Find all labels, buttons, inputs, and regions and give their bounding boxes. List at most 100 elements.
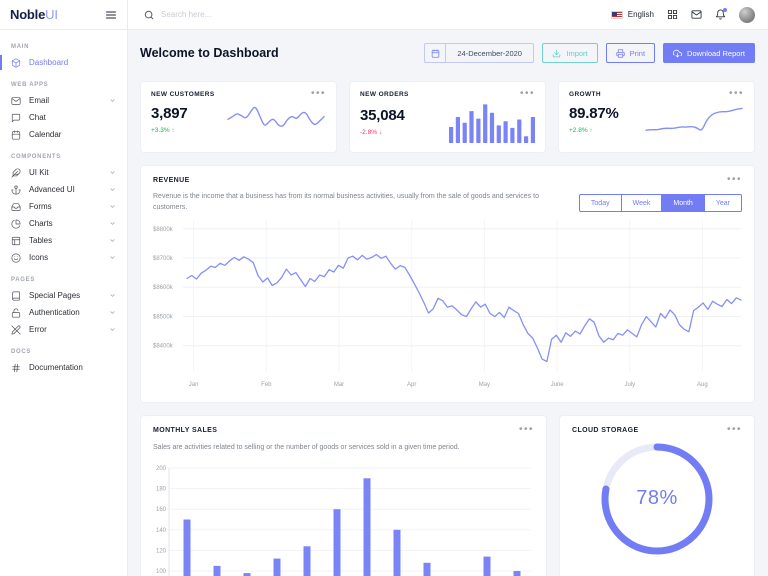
stat-card-new-orders: NEW ORDERS ••• 35,084 -2.8% ↓ xyxy=(349,81,546,153)
sidebar-item-icons[interactable]: Icons xyxy=(0,249,127,266)
svg-text:180: 180 xyxy=(156,487,167,493)
stat-card-new-customers: NEW CUSTOMERS ••• 3,897 +3.3% ↑ xyxy=(140,81,337,153)
range-button-year[interactable]: Year xyxy=(703,195,741,211)
monthly-sales-more-options-button[interactable]: ••• xyxy=(518,423,534,435)
stat-card-growth: GROWTH ••• 89.87% +2.8% ↑ xyxy=(558,81,755,153)
pen-off-icon xyxy=(11,324,21,335)
sidebar-section-label: WEB APPS xyxy=(11,82,49,88)
message-square-icon xyxy=(11,113,21,123)
sidebar-item-label: Chat xyxy=(29,113,46,122)
chevron-down-icon xyxy=(109,203,116,210)
stat-cards-row: NEW CUSTOMERS ••• 3,897 +3.3% ↑ NEW ORDERS ••… xyxy=(140,81,755,153)
revenue-more-options-button[interactable]: ••• xyxy=(726,174,742,185)
notification-badge xyxy=(723,8,727,12)
sidebar: MAIN Dashboard WEB APPS Email Chat Calendar CO… xyxy=(0,30,128,576)
unlock-icon xyxy=(11,307,21,318)
range-button-week[interactable]: Week xyxy=(620,195,662,211)
cloud-storage-gauge: 78% xyxy=(598,440,716,558)
svg-text:July: July xyxy=(624,382,635,388)
sidebar-section-label: PAGES xyxy=(11,277,36,283)
page-header: Welcome to Dashboard 24-December-2020 Im… xyxy=(140,43,755,63)
page-title: Welcome to Dashboard xyxy=(140,46,279,60)
sidebar-section-label: DOCS xyxy=(11,349,32,355)
import-label: Import xyxy=(566,48,588,58)
sidebar-item-label: Special Pages xyxy=(29,291,81,300)
sidebar-section-label: COMPONENTS xyxy=(11,154,62,160)
sidebar-item-documentation[interactable]: Documentation xyxy=(0,359,127,376)
sidebar-item-label: Documentation xyxy=(29,363,83,372)
import-button[interactable]: Import xyxy=(542,43,598,63)
date-input[interactable]: 24-December-2020 xyxy=(446,43,535,63)
chevron-down-icon xyxy=(109,237,116,244)
svg-text:$8700k: $8700k xyxy=(153,256,174,262)
sidebar-item-forms[interactable]: Forms xyxy=(0,198,127,215)
stat-card-change: +2.8% ↑ xyxy=(569,126,593,134)
svg-text:140: 140 xyxy=(156,528,167,534)
stat-card-value: 35,084 xyxy=(360,106,405,124)
download-report-label: Download Report xyxy=(687,48,745,58)
brand-logo[interactable]: NobleUI xyxy=(10,7,58,22)
sidebar-item-label: Calendar xyxy=(29,130,62,139)
us-flag-icon xyxy=(610,10,623,19)
sidebar-item-advanced-ui[interactable]: Advanced UI xyxy=(0,181,127,198)
search-input[interactable] xyxy=(161,10,361,19)
svg-text:June: June xyxy=(551,382,565,388)
sidebar-item-authentication[interactable]: Authentication xyxy=(0,304,127,321)
revenue-title: REVENUE xyxy=(153,177,190,184)
stat-card-more-options-button[interactable]: ••• xyxy=(519,88,535,99)
user-avatar[interactable] xyxy=(739,6,755,23)
bell-icon[interactable] xyxy=(715,8,727,20)
calendar-icon[interactable] xyxy=(424,43,447,63)
stat-card-more-options-button[interactable]: ••• xyxy=(728,88,744,99)
mail-icon[interactable] xyxy=(691,9,702,20)
sidebar-item-dashboard[interactable]: Dashboard xyxy=(0,54,127,71)
book-icon xyxy=(11,290,21,301)
chevron-down-icon xyxy=(109,309,116,316)
revenue-range-group: Today Week Month Year xyxy=(578,194,742,212)
cloud-storage-more-options-button[interactable]: ••• xyxy=(726,423,742,435)
download-report-button[interactable]: Download Report xyxy=(663,43,755,63)
sidebar-item-label: Email xyxy=(29,96,50,105)
sidebar-item-tables[interactable]: Tables xyxy=(0,232,127,249)
chevron-down-icon xyxy=(109,186,116,193)
sidebar-item-error[interactable]: Error xyxy=(0,321,127,338)
chevron-down-icon xyxy=(109,292,116,299)
svg-text:$8600k: $8600k xyxy=(153,285,174,291)
main-content: Welcome to Dashboard 24-December-2020 Im… xyxy=(128,30,768,576)
cloud-storage-title: CLOUD STORAGE xyxy=(572,426,639,434)
sidebar-item-email[interactable]: Email xyxy=(0,92,127,109)
sidebar-item-charts[interactable]: Charts xyxy=(0,215,127,232)
range-button-today[interactable]: Today xyxy=(580,195,621,211)
table-layout-icon xyxy=(11,236,21,246)
sidebar-item-calendar[interactable]: Calendar xyxy=(0,126,127,143)
print-button[interactable]: Print xyxy=(605,43,656,63)
chevron-down-icon xyxy=(109,220,116,227)
svg-text:200: 200 xyxy=(156,466,167,472)
download-cloud-icon xyxy=(673,49,683,58)
stat-card-sparkline xyxy=(644,99,744,139)
hash-icon xyxy=(11,363,21,373)
range-button-month[interactable]: Month xyxy=(661,195,704,211)
stat-card-sparkline xyxy=(449,99,535,143)
svg-text:Mar: Mar xyxy=(334,382,344,388)
stat-card-more-options-button[interactable]: ••• xyxy=(310,88,326,99)
language-selector[interactable]: English xyxy=(610,10,654,19)
sidebar-item-label: Dashboard xyxy=(29,58,69,67)
sidebar-item-chat[interactable]: Chat xyxy=(0,109,127,126)
stat-card-change: -2.8% ↓ xyxy=(360,128,383,136)
stat-card-value: 3,897 xyxy=(151,104,188,122)
cloud-storage-percent: 78% xyxy=(636,487,678,510)
sidebar-item-special-pages[interactable]: Special Pages xyxy=(0,287,127,304)
anchor-icon xyxy=(11,184,21,195)
apps-grid-icon[interactable] xyxy=(667,9,678,20)
mail-icon xyxy=(11,96,21,106)
feather-icon xyxy=(11,168,21,178)
sidebar-toggle-button[interactable] xyxy=(105,9,117,21)
sidebar-section-label: MAIN xyxy=(11,44,30,50)
stat-card-value: 89.87% xyxy=(569,104,619,122)
date-picker: 24-December-2020 xyxy=(424,43,535,63)
monthly-sales-bar-chart: 200180160140120100806040 xyxy=(156,466,531,576)
calendar-icon xyxy=(11,129,21,140)
sidebar-item-ui-kit[interactable]: UI Kit xyxy=(0,164,127,181)
bottom-cards-row: MONTHLY SALES ••• Sales are activities r… xyxy=(140,414,755,576)
